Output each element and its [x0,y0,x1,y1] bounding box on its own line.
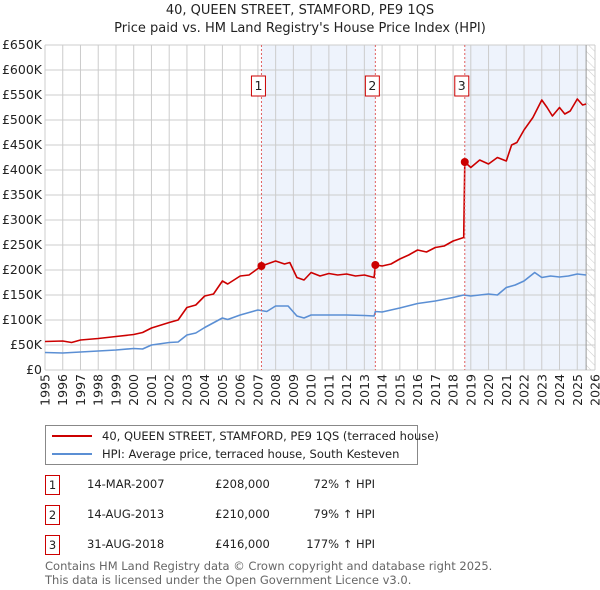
x-tick-label: 2022 [517,374,532,406]
transaction-number: 2 [45,505,60,525]
x-tick-label: 2025 [570,374,585,406]
x-tick-label: 2023 [534,374,549,406]
sale-point [460,158,469,166]
sale-label-box [364,75,380,97]
x-tick-label: 1996 [55,374,70,406]
x-tick-label: 2018 [446,374,461,406]
footer-copyright: Contains HM Land Registry data © Crown c… [45,559,493,573]
y-tick-label: £0 [26,362,42,377]
x-tick-label: 2024 [552,374,567,406]
y-tick-label: £550K [2,87,43,102]
x-tick-label: 2014 [375,374,390,406]
series-line [44,271,587,354]
chart-subtitle: Price paid vs. HM Land Registry's House … [114,21,486,36]
y-tick-label: £450K [2,137,43,152]
sale-label: 3 [458,78,466,93]
y-tick-label: £50K [10,337,43,352]
transaction-price: £210,000 [215,507,270,521]
x-tick-label: 2000 [126,374,141,406]
y-tick-label: £400K [2,162,43,177]
forecast-hatch [586,45,595,370]
transaction-number: 3 [45,535,60,555]
x-tick-label: 2007 [250,374,265,406]
y-tick-label: £650K [2,37,43,52]
transaction-price: £416,000 [215,537,270,551]
x-tick-label: 2005 [215,374,230,406]
x-tick-label: 2019 [463,374,478,406]
chart-title: 40, QUEEN STREET, STAMFORD, PE9 1QS [165,3,435,18]
x-tick-label: 1997 [73,374,88,406]
x-tick-label: 2012 [339,374,354,406]
legend: 40, QUEEN STREET, STAMFORD, PE9 1QS (ter… [45,425,439,465]
transaction-hpi: 177% ↑ HPI [306,537,375,551]
series-line [44,98,587,344]
transaction-date: 31-AUG-2018 [87,537,165,551]
x-tick-label: 2011 [321,374,336,406]
legend-swatch-blue [52,453,92,455]
sale-point [257,262,266,270]
y-tick-label: £100K [2,312,43,327]
x-tick-label: 1995 [38,374,53,406]
legend-item-property: 40, QUEEN STREET, STAMFORD, PE9 1QS (ter… [52,428,439,444]
transaction-hpi: 79% ↑ HPI [313,507,375,521]
x-tick-label: 2002 [162,374,177,406]
x-tick-label: 2010 [304,374,319,406]
x-tick-label: 2006 [233,374,248,406]
legend-label: 40, QUEEN STREET, STAMFORD, PE9 1QS (ter… [102,429,439,443]
price-chart: 1995 1996 1997 1998 1999 2000 2001 2002 2003 2004… [2,37,600,406]
transaction-price: £208,000 [215,477,270,491]
x-tick-label: 2004 [197,374,212,406]
transaction-number: 1 [45,475,60,495]
x-tick-label: 2015 [392,374,407,406]
x-tick-label: 1998 [91,374,106,406]
y-tick-label: £500K [2,112,43,127]
footer-licence: This data is licensed under the Open Gov… [45,573,412,587]
x-tick-label: 2020 [481,374,496,406]
x-tick-label: 2009 [286,374,301,406]
y-tick-label: £250K [2,237,43,252]
sale-label-box [250,75,266,97]
x-tick-label: 2008 [268,374,283,406]
y-tick-label: £150K [2,287,43,302]
transaction-date: 14-AUG-2013 [87,507,165,521]
x-tick-label: 2021 [499,374,514,406]
x-tick-label: 2026 [588,374,600,406]
x-tick-label: 2003 [179,374,194,406]
sale-label: 1 [254,78,262,93]
x-tick-label: 2013 [357,374,372,406]
y-tick-label: £300K [2,212,43,227]
x-tick-label: 1999 [108,374,123,406]
y-tick-label: £200K [2,262,43,277]
sale-label: 2 [368,78,376,93]
shaded-period [464,45,587,370]
sale-label-box [454,75,470,97]
shaded-period [261,45,376,370]
y-tick-label: £350K [2,187,43,202]
legend-item-hpi: HPI: Average price, terraced house, Sout… [52,446,399,462]
y-tick-label: £600K [2,62,43,77]
legend-label: HPI: Average price, terraced house, Sout… [102,447,400,461]
x-tick-label: 2017 [428,374,443,406]
transaction-date: 14-MAR-2007 [87,477,165,491]
sale-point [371,261,380,269]
x-tick-label: 2016 [410,374,425,406]
legend-swatch-red [52,435,92,437]
transaction-hpi: 72% ↑ HPI [313,477,375,491]
x-tick-label: 2001 [144,374,159,406]
